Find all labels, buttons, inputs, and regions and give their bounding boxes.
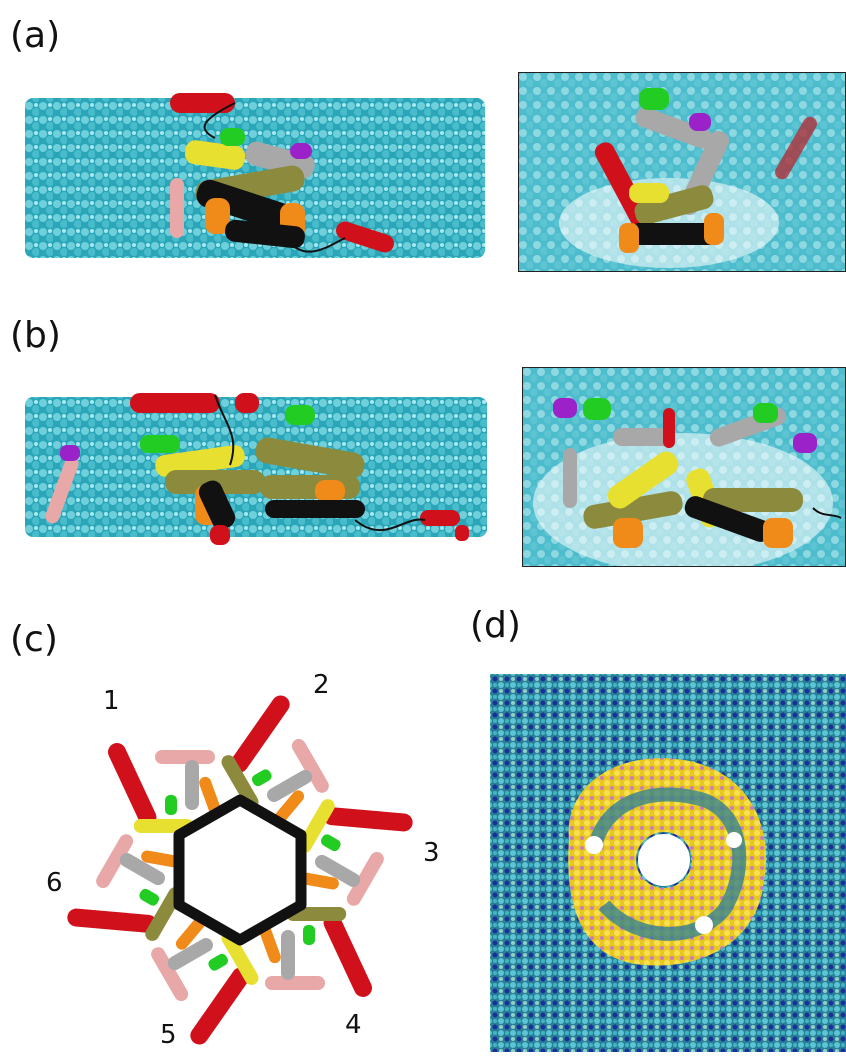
membrane-top-view-b [523, 368, 845, 566]
subunit-number-6: 6 [46, 868, 63, 898]
panel-label-b: (b) [10, 315, 61, 356]
subunit-number-3: 3 [423, 838, 440, 868]
subunit-number-4: 4 [345, 1010, 362, 1040]
subunit-number-2: 2 [313, 670, 330, 700]
panel-a-side-view [25, 88, 485, 273]
panel-label-a: (a) [10, 15, 61, 56]
panel-label-d: (d) [470, 605, 521, 646]
hexamer-cartoon [67, 695, 413, 1045]
panel-a-top-view [518, 72, 846, 272]
membrane-side-view-a [25, 93, 485, 258]
panel-b-side-view [25, 385, 487, 565]
membrane-side-view-b [25, 393, 487, 545]
panel-c-hexamer [30, 665, 450, 1055]
subunit-number-1: 1 [103, 686, 120, 716]
panel-d-membrane-top-view [486, 670, 846, 1055]
subunit-number-5: 5 [160, 1020, 177, 1050]
bead-membrane-pore [490, 674, 846, 1052]
subunit-group [67, 695, 413, 1045]
membrane-top-view-a [519, 73, 845, 271]
panel-b-top-view [522, 367, 846, 567]
panel-label-c: (c) [10, 619, 58, 660]
